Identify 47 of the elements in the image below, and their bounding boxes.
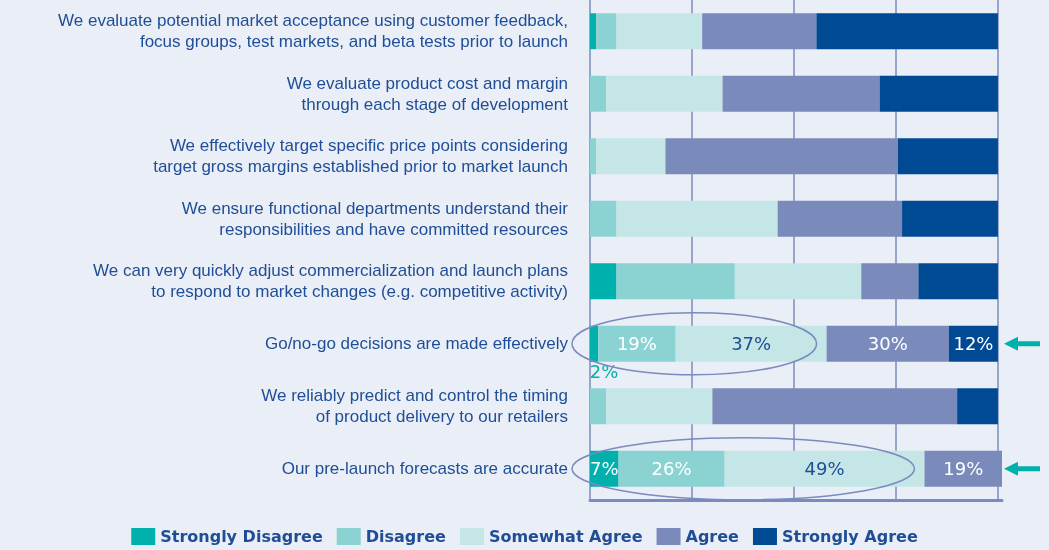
data-label: 37% — [731, 333, 772, 355]
data-label: 26% — [651, 458, 692, 480]
bar — [590, 388, 607, 425]
bar — [724, 450, 925, 487]
bar — [616, 263, 735, 300]
legend-label: Strongly Disagree — [160, 527, 323, 546]
bar — [606, 388, 713, 425]
bar — [879, 75, 998, 112]
y-tick-label: Go/no-go decisions are made effectively — [264, 334, 569, 354]
bar — [957, 388, 998, 425]
bar — [918, 263, 998, 300]
y-tick-label: We evaluate product cost and margin through each stage of development — [286, 73, 569, 114]
legend-label: Strongly Agree — [781, 527, 918, 546]
data-label: 49% — [804, 458, 845, 480]
legend-label: Disagree — [365, 527, 447, 546]
legend-label: Somewhat Agree — [488, 527, 643, 546]
bar — [596, 138, 666, 175]
bar — [902, 200, 998, 237]
bar — [590, 200, 617, 237]
bar — [616, 200, 778, 237]
bar — [675, 325, 827, 362]
bar — [606, 75, 723, 112]
bar — [897, 138, 998, 175]
bar — [618, 450, 725, 487]
legend-label: Agree — [685, 527, 740, 546]
bar — [598, 325, 676, 362]
bar — [590, 263, 617, 300]
y-tick-label: We evaluate potential market acceptance using customer feedback, focus groups, test markets, and beta tests prior to launch — [58, 11, 568, 52]
bar — [816, 13, 998, 50]
bar — [590, 325, 599, 362]
bar — [590, 13, 597, 50]
data-label: 7% — [590, 458, 619, 480]
y-tick-label: We effectively target specific price points considering target gross margins established prior to market launch — [153, 136, 568, 177]
data-label: 19% — [943, 458, 984, 480]
bar — [596, 13, 617, 50]
data-label: 19% — [616, 333, 657, 355]
y-tick-label: We ensure functional departments understand their responsibilities and have committed resources — [181, 198, 569, 239]
bar — [590, 75, 607, 112]
data-label: 30% — [867, 333, 908, 355]
bar — [590, 138, 597, 175]
bar — [734, 263, 862, 300]
data-label: 12% — [953, 333, 994, 355]
y-tick-label: We reliably predict and control the timing of product delivery to our retailers — [261, 386, 568, 427]
y-tick-label: We can very quickly adjust commercialization and launch plans to respond to market changes (e.g. competitive activity) — [93, 261, 568, 302]
y-tick-label: Our pre-launch forecasts are accurate — [281, 459, 568, 479]
data-label: 2% — [589, 361, 619, 383]
bar — [616, 13, 703, 50]
